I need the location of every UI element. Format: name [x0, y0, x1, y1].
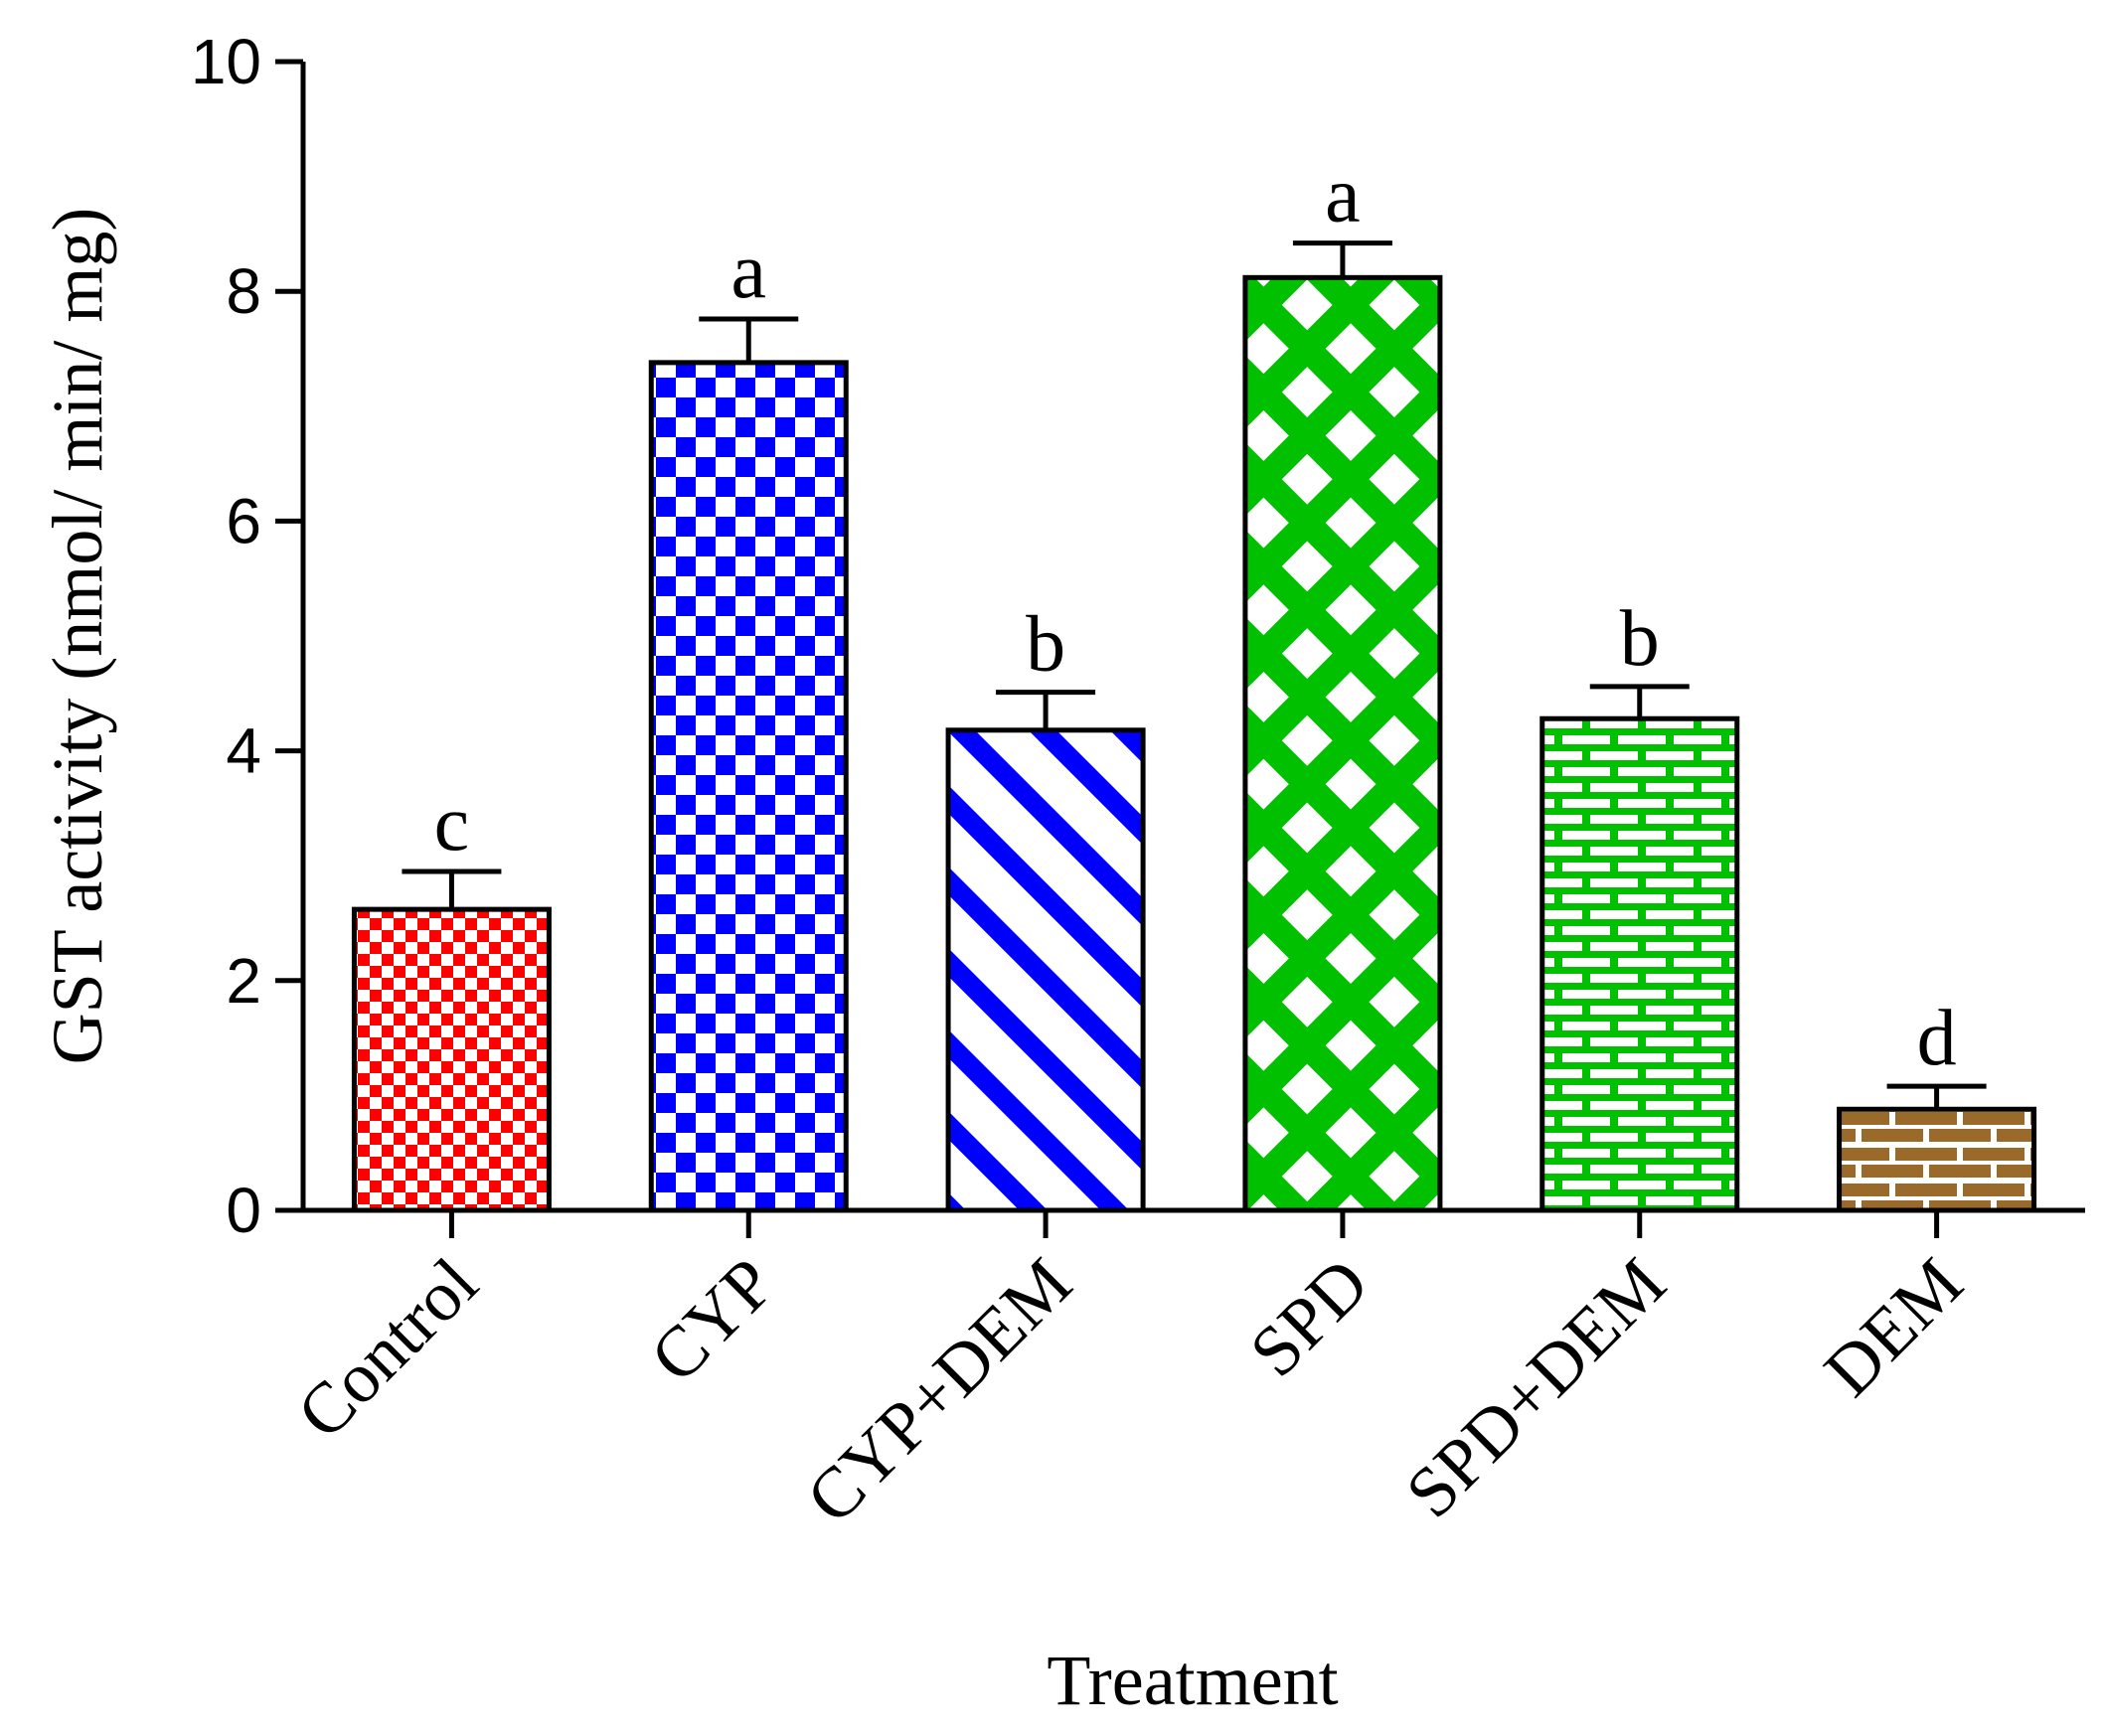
x-tick-label: SPD — [1234, 1243, 1383, 1392]
x-tick-label: CYP — [635, 1243, 790, 1398]
x-tick-label: Control — [282, 1243, 493, 1454]
x-axis-title: Treatment — [1047, 1641, 1338, 1720]
bar-cyp-dem — [945, 727, 1146, 1213]
significance-label: b — [1026, 601, 1065, 689]
bar-spd — [1242, 274, 1443, 1213]
y-tick-label: 10 — [191, 26, 261, 97]
significance-label: a — [1325, 152, 1361, 239]
significance-label: a — [730, 228, 766, 315]
bar-cyp — [648, 360, 849, 1213]
x-tick-label: SPD+DEM — [1390, 1243, 1681, 1533]
y-axis-title: GST activity (nmol/ min/ mg) — [38, 208, 117, 1065]
significance-label: c — [434, 780, 470, 868]
axes: 0 2 4 6 8 10 — [191, 26, 2085, 1246]
bar-spd-dem — [1539, 715, 1740, 1213]
bars-group — [351, 240, 2037, 1213]
y-tick-label: 4 — [226, 715, 261, 787]
bar-control — [351, 906, 552, 1213]
x-tick-label: CYP+DEM — [791, 1243, 1086, 1538]
y-tick-label: 6 — [226, 485, 261, 556]
y-tick-label: 2 — [226, 945, 261, 1017]
significance-label: b — [1620, 595, 1660, 683]
bar-dem — [1837, 1106, 2037, 1213]
x-tick-label: DEM — [1809, 1243, 1978, 1412]
y-tick-label: 8 — [226, 255, 261, 327]
y-tick-label: 0 — [226, 1175, 261, 1246]
significance-label: d — [1917, 995, 1957, 1082]
